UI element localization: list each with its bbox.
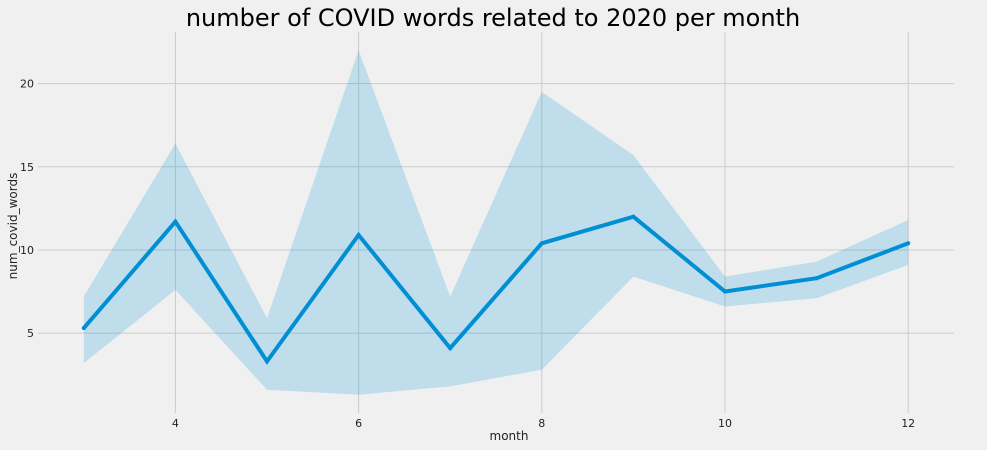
y-tick-label: 20 (20, 78, 34, 91)
confidence-band-area (83, 50, 909, 395)
grid (38, 32, 954, 413)
x-tick-label: 8 (538, 417, 545, 430)
series-line-group (81, 214, 911, 365)
data-point (723, 289, 727, 294)
x-tick-label: 6 (355, 417, 362, 430)
data-point (81, 326, 86, 331)
x-tick-label: 4 (172, 417, 179, 430)
tick-labels: 4 6 8 10 12 5 10 15 20 (20, 78, 915, 430)
chart-title: number of COVID words related to 2020 pe… (186, 4, 800, 32)
x-axis-label: month (490, 429, 529, 443)
data-point (265, 359, 269, 364)
data-point (173, 219, 178, 224)
data-point (539, 241, 544, 246)
data-point (356, 232, 361, 237)
confidence-band (83, 50, 909, 395)
data-point (906, 241, 911, 246)
y-axis-label: num_covid_words (6, 173, 20, 280)
x-tick-label: 12 (901, 417, 915, 430)
y-tick-label: 10 (20, 244, 34, 257)
x-tick-label: 10 (718, 417, 732, 430)
y-tick-label: 5 (27, 327, 34, 340)
data-point (448, 346, 453, 351)
series-line (82, 214, 909, 365)
data-point (631, 214, 636, 219)
data-point (814, 276, 819, 281)
y-tick-label: 15 (20, 161, 34, 174)
